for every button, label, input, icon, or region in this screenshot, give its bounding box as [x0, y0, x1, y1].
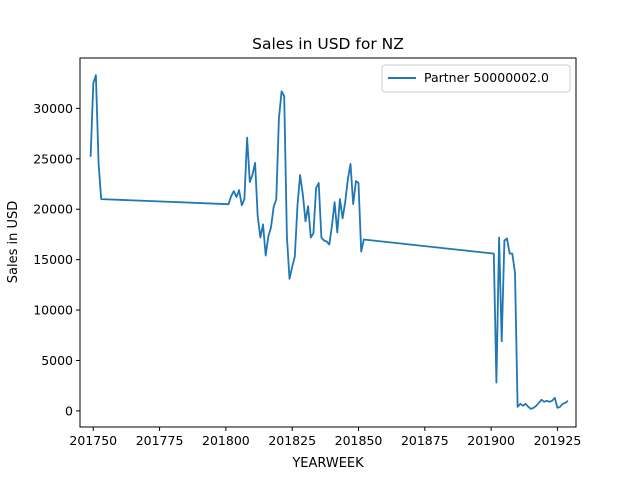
legend-frame [381, 64, 571, 93]
plot-area [89, 74, 569, 410]
y-tick-label: 0 [65, 403, 73, 418]
x-tick-label: 201900 [467, 433, 515, 448]
x-axis-ticks: 201750 201775 201800 201825 201850 201875 2019… [69, 427, 581, 448]
x-tick-label: 201850 [335, 433, 383, 448]
y-axis-label: Sales in USD [6, 201, 21, 284]
y-tick-label: 20000 [33, 202, 73, 217]
series-line-0 [89, 74, 569, 410]
x-tick-label: 201925 [534, 433, 582, 448]
y-tick-label: 30000 [33, 101, 73, 116]
chart-title: Sales in USD for NZ [252, 35, 404, 53]
y-tick-label: 15000 [33, 252, 73, 267]
x-tick-label: 201800 [202, 433, 250, 448]
legend-entry-label: Partner 50000002.0 [424, 70, 549, 85]
x-tick-label: 201750 [69, 433, 117, 448]
legend: Partner 50000002.0 [381, 64, 571, 93]
x-tick-label: 201875 [401, 433, 449, 448]
x-tick-label: 201825 [268, 433, 316, 448]
plot-frame [79, 57, 577, 428]
y-tick-label: 25000 [33, 151, 73, 166]
x-axis-label: YEARWEEK [291, 456, 364, 471]
y-tick-label: 5000 [41, 353, 73, 368]
y-tick-label: 10000 [33, 303, 73, 318]
x-tick-label: 201775 [136, 433, 184, 448]
y-axis-ticks: 0 5000 10000 15000 20000 25000 30000 [33, 101, 80, 418]
